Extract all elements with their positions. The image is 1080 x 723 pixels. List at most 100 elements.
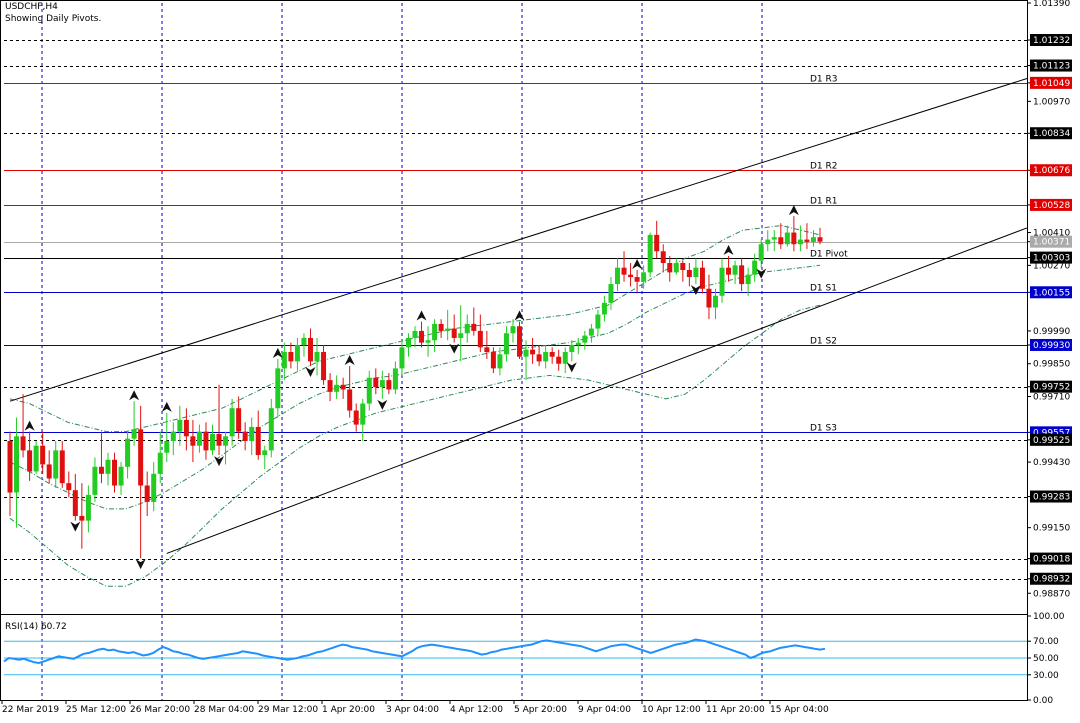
- candle-body: [249, 426, 255, 442]
- candle-body: [399, 347, 405, 369]
- candle-body: [778, 237, 784, 245]
- candle-body: [216, 433, 222, 446]
- price-tick-label: 1.00970: [1033, 97, 1070, 107]
- candle-body: [471, 323, 477, 331]
- time-tick-label: 11 Apr 20:00: [706, 705, 765, 715]
- candle-body: [92, 466, 98, 495]
- candle-body: [196, 431, 202, 446]
- candle-body: [27, 450, 33, 472]
- time-tick-label: 4 Apr 12:00: [450, 705, 503, 715]
- candle-body: [275, 368, 281, 409]
- channel-lower-line: [166, 227, 1028, 554]
- candle-body: [758, 244, 764, 261]
- pivot-label: D1 S1: [810, 284, 837, 294]
- rsi-tick-label: 70.00: [1033, 637, 1059, 647]
- candle-body: [575, 342, 581, 345]
- time-axis: 22 Mar 2019 25 Mar 12:00 26 Mar 20:00 28 Ma…: [0, 700, 1027, 715]
- candle-body: [660, 251, 666, 263]
- rsi-tick-label: 100.00: [1033, 612, 1065, 622]
- candle-body: [294, 344, 300, 362]
- candle-body: [680, 262, 686, 271]
- price-tick-label: 0.99430: [1033, 458, 1070, 468]
- candle-body: [321, 352, 327, 381]
- fractal-down-arrow-icon: [377, 399, 388, 410]
- fractal-up-arrow-icon: [514, 310, 525, 321]
- time-tick-label: 22 Mar 2019: [2, 705, 59, 715]
- fractal-up-arrow-icon: [788, 205, 799, 216]
- pivot-label: D1 S3: [810, 424, 837, 434]
- pivot-label: D1 R2: [810, 162, 838, 172]
- price-label-box: [1030, 338, 1072, 351]
- candle-body: [726, 267, 732, 275]
- candle-body: [14, 436, 20, 493]
- price-label-box: [1030, 59, 1072, 72]
- fractal-down-arrow-icon: [756, 268, 767, 279]
- candle-body: [327, 380, 333, 392]
- candle-body: [543, 352, 549, 362]
- candle-body: [229, 408, 235, 437]
- price-tick-label: 0.99850: [1033, 360, 1070, 370]
- candle-body: [719, 267, 725, 296]
- candle-body: [340, 384, 346, 390]
- band-lower-line: [9, 304, 821, 587]
- time-tick-label: 26 Mar 20:00: [130, 705, 190, 715]
- price-tick-label: 1.01390: [1033, 0, 1070, 9]
- price-label-box: [1030, 490, 1072, 503]
- candle-body: [112, 459, 118, 486]
- fractal-down-arrow-icon: [690, 285, 701, 296]
- candle-body: [236, 408, 242, 432]
- candle-body: [53, 450, 59, 479]
- time-tick-label: 25 Mar 12:00: [66, 705, 126, 715]
- candle-body: [549, 352, 555, 357]
- price-tick-label: 0.98932: [1033, 575, 1070, 585]
- price-tick-label: 0.99990: [1033, 327, 1070, 337]
- rsi-line: [3, 638, 826, 665]
- candle-body: [360, 403, 366, 425]
- candle-body: [608, 284, 614, 303]
- candle-body: [438, 323, 444, 331]
- candle-body: [517, 326, 523, 357]
- candle-body: [20, 436, 26, 451]
- candle-body: [464, 323, 470, 334]
- candle-body: [118, 466, 124, 486]
- candle-body: [164, 441, 170, 453]
- fractal-down-arrow-icon: [214, 456, 225, 467]
- fractal-up-arrow-icon: [161, 401, 172, 412]
- price-label-box: [1030, 235, 1072, 248]
- candle-body: [366, 377, 372, 404]
- pivot-label: D1 S2: [810, 337, 837, 347]
- candle-body: [765, 239, 771, 245]
- candle-body: [307, 337, 313, 362]
- fractal-up-arrow-icon: [24, 420, 35, 431]
- price-tick-label: 1.00528: [1033, 201, 1070, 211]
- candle-body: [183, 419, 189, 437]
- time-tick-label: 9 Apr 04:00: [578, 705, 631, 715]
- price-tick-label: 1.00371: [1033, 238, 1070, 248]
- time-tick-label: 3 Apr 04:00: [386, 705, 439, 715]
- candle-body: [353, 410, 359, 425]
- candle-body: [667, 262, 673, 273]
- chart-border: [0, 0, 1028, 701]
- candle-body: [621, 267, 627, 275]
- candles: [7, 205, 823, 570]
- candle-body: [615, 267, 620, 285]
- fractal-up-arrow-icon: [632, 259, 643, 270]
- candle-body: [419, 330, 425, 343]
- candle-body: [784, 232, 790, 245]
- candle-body: [699, 267, 705, 289]
- candle-body: [190, 436, 196, 446]
- chart-symbol-label: USDCHF,H4: [5, 2, 58, 12]
- candle-body: [595, 314, 601, 329]
- price-tick-label: 1.00410: [1033, 229, 1070, 239]
- candle-body: [706, 288, 712, 308]
- rsi-title: RSI(14) 60.72: [5, 622, 67, 632]
- price-label-box: [1030, 251, 1072, 264]
- candle-body: [641, 272, 647, 282]
- candle-body: [458, 333, 464, 338]
- price-label-box: [1030, 552, 1072, 565]
- price-label-box: [1030, 34, 1072, 47]
- chart-subtitle-label: Showing Daily Pivots.: [5, 14, 102, 24]
- candle-body: [739, 265, 745, 285]
